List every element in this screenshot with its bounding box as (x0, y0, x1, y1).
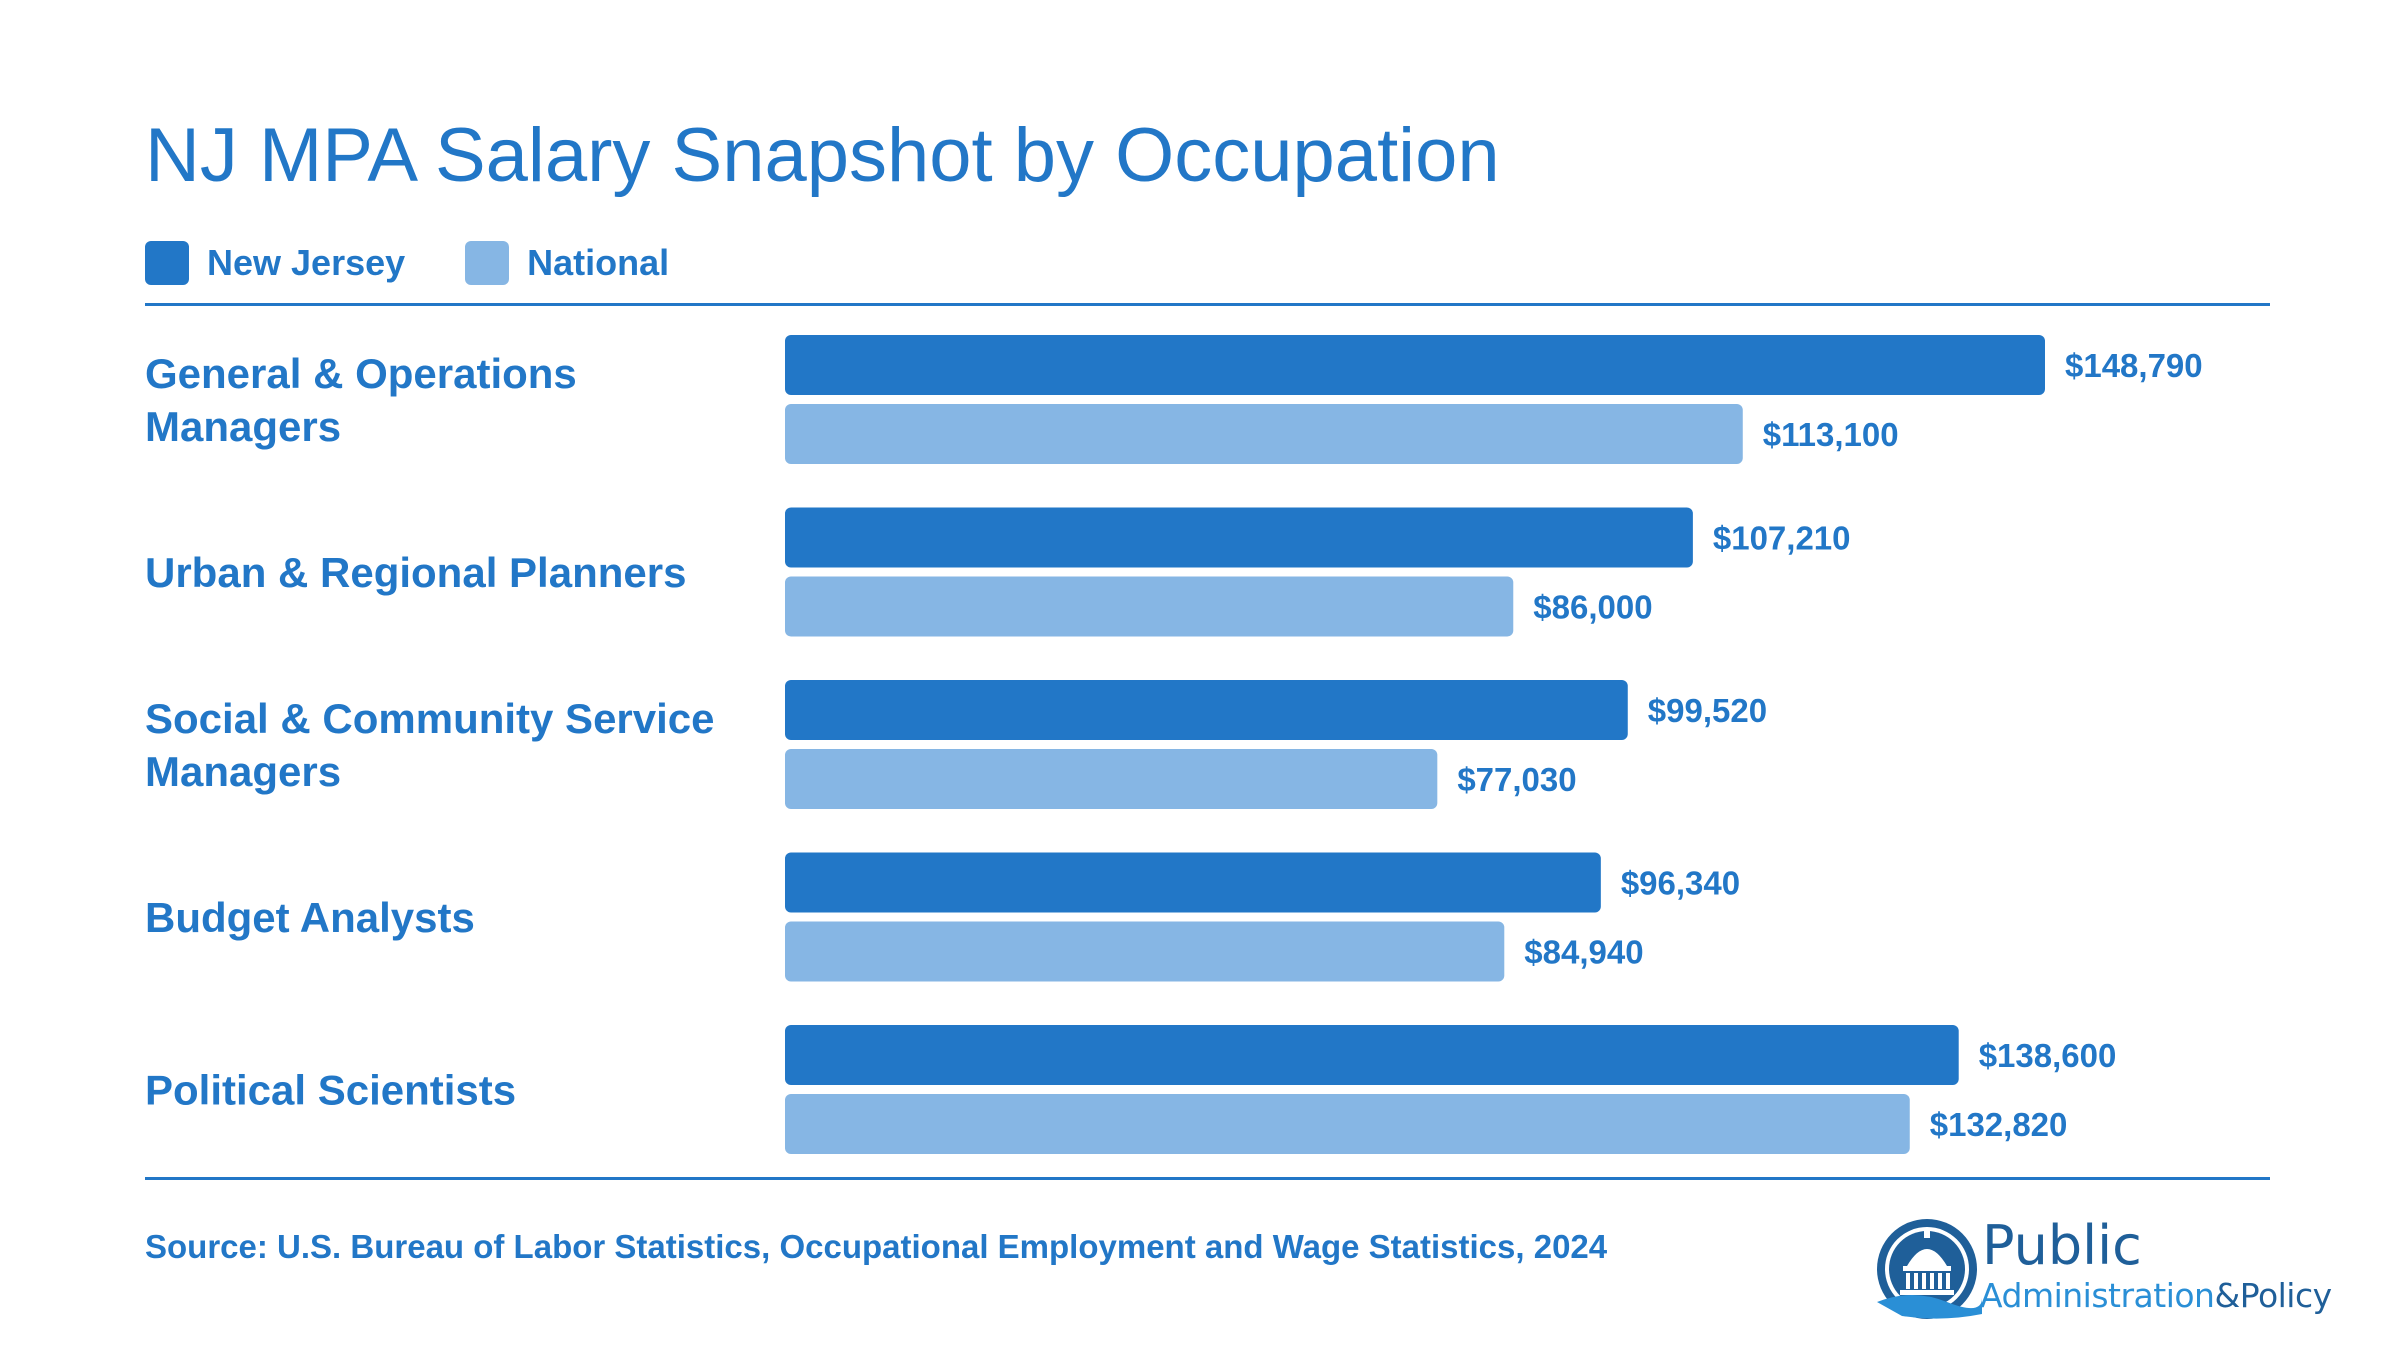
legend-swatch-national (465, 241, 510, 285)
source-note: Source: U.S. Bureau of Labor Statistics,… (145, 1228, 1608, 1265)
bar-national-budget-analysts (785, 921, 1505, 982)
value-label-new-jersey-urban-and-regional-planners: $107,210 (1713, 520, 1851, 557)
top-divider (145, 303, 2270, 306)
bar-new-jersey-social-and-community-service-managers (785, 680, 1628, 740)
publisher-logo: Public Administration&Policy (1872, 1214, 2332, 1324)
value-label-national-political-scientists: $132,820 (1930, 1106, 2068, 1143)
category-label-budget-analysts: Budget Analysts (145, 894, 475, 941)
legend-item-new-jersey: New Jersey (145, 241, 405, 285)
bar-national-political-scientists (785, 1094, 1910, 1154)
value-label-new-jersey-political-scientists: $138,600 (1979, 1037, 2117, 1074)
chart-title: NJ MPA Salary Snapshot by Occupation (145, 113, 1500, 198)
legend-item-national: National (465, 241, 669, 285)
bar-new-jersey-general-and-operations-managers (785, 335, 2045, 395)
value-label-national-urban-and-regional-planners: $86,000 (1533, 589, 1652, 626)
logo-word-policy: Policy (2239, 1276, 2332, 1315)
bar-new-jersey-urban-and-regional-planners (785, 507, 1693, 568)
value-label-national-general-and-operations-managers: $113,100 (1763, 416, 1899, 453)
legend-label-national: National (527, 242, 670, 283)
value-label-new-jersey-general-and-operations-managers: $148,790 (2065, 347, 2203, 384)
capitol-dome-icon (1877, 1219, 1982, 1319)
bar-new-jersey-political-scientists (785, 1025, 1959, 1085)
category-label-urban-and-regional-planners: Urban & Regional Planners (145, 549, 686, 596)
value-label-new-jersey-social-and-community-service-managers: $99,520 (1648, 692, 1767, 729)
bar-new-jersey-budget-analysts (785, 852, 1601, 913)
value-label-national-budget-analysts: $84,940 (1524, 934, 1643, 971)
logo-word-public: Public (1982, 1214, 2142, 1277)
bar-national-social-and-community-service-managers (785, 749, 1438, 809)
legend-swatch-new-jersey (145, 241, 189, 285)
bar-national-urban-and-regional-planners (785, 576, 1514, 637)
category-label-general-and-operations-managers: General & Operations Managers (145, 350, 577, 450)
bar-national-general-and-operations-managers (785, 404, 1743, 464)
category-label-political-scientists: Political Scientists (145, 1067, 516, 1114)
value-label-new-jersey-budget-analysts: $96,340 (1621, 865, 1740, 902)
logo-word-administration-text: Administration (1980, 1276, 2215, 1315)
category-label-social-and-community-service-managers: Social & Community Service Managers (145, 695, 715, 795)
logo-word-administration: Administration&Policy (1980, 1276, 2332, 1315)
legend-label-new-jersey: New Jersey (207, 242, 406, 283)
logo-ampersand: & (2214, 1276, 2240, 1315)
bottom-divider (145, 1177, 2270, 1180)
value-label-national-social-and-community-service-managers: $77,030 (1457, 761, 1576, 798)
legend: New Jersey National (145, 238, 729, 288)
